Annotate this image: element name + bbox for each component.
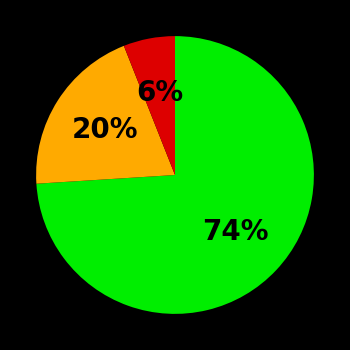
Wedge shape — [36, 46, 175, 184]
Wedge shape — [36, 36, 314, 314]
Text: 6%: 6% — [136, 79, 183, 107]
Wedge shape — [124, 36, 175, 175]
Text: 20%: 20% — [71, 116, 138, 144]
Text: 74%: 74% — [203, 218, 269, 246]
